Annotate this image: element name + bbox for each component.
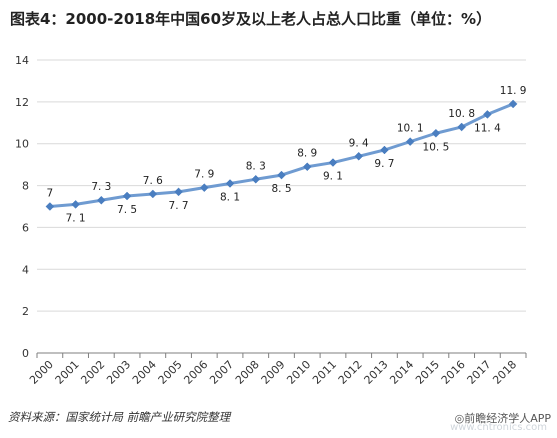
x-tick-label: 2009 — [259, 358, 288, 387]
data-point — [71, 200, 80, 209]
y-tick-label: 0 — [22, 347, 29, 360]
data-label: 11. 4 — [474, 122, 501, 134]
data-label: 9. 7 — [374, 158, 394, 170]
data-point — [380, 145, 389, 155]
data-point — [148, 189, 158, 199]
x-axis-ticks: 2000200120022003200420052006200720082009… — [27, 358, 519, 387]
data-label: 7. 1 — [66, 212, 86, 224]
data-label: 8. 9 — [297, 148, 317, 160]
data-point — [45, 202, 55, 211]
y-tick-label: 2 — [22, 305, 29, 318]
data-point — [277, 170, 286, 180]
y-tick-label: 8 — [22, 180, 29, 193]
x-tick-label: 2016 — [439, 358, 468, 387]
data-label: 7. 9 — [194, 169, 214, 181]
x-axis — [36, 352, 527, 358]
data-point — [354, 151, 364, 161]
x-tick-label: 2003 — [104, 358, 133, 387]
chart-title: 图表4：2000-2018年中国60岁及以上老人占总人口比重（单位：%） — [10, 10, 492, 28]
x-tick-label: 2011 — [310, 358, 339, 387]
data-label: 7. 5 — [117, 204, 137, 216]
data-label: 8. 1 — [220, 191, 240, 203]
x-tick-label: 2018 — [490, 358, 519, 387]
x-tick-label: 2017 — [465, 358, 494, 387]
data-point — [199, 183, 209, 193]
data-point — [431, 128, 441, 138]
data-point — [174, 187, 183, 197]
data-label: 7. 7 — [169, 200, 189, 212]
data-point — [302, 162, 312, 172]
data-label: 9. 1 — [323, 171, 343, 183]
data-point — [508, 99, 518, 109]
data-label: 7. 3 — [91, 181, 111, 193]
x-tick-label: 2006 — [181, 358, 210, 387]
x-tick-label: 2012 — [336, 358, 365, 387]
y-tick-label: 12 — [15, 96, 29, 109]
x-tick-label: 2002 — [78, 358, 107, 387]
data-point — [483, 110, 492, 119]
x-tick-label: 2015 — [413, 358, 442, 387]
brand-label: ◎前瞻经济学人APP — [454, 412, 551, 425]
y-tick-label: 14 — [15, 54, 29, 67]
source-note: 资料来源：国家统计局 前瞻产业研究院整理 — [8, 410, 231, 424]
x-tick-label: 2004 — [130, 358, 159, 387]
data-point — [251, 174, 261, 184]
data-series — [45, 99, 518, 211]
x-tick-label: 2005 — [156, 358, 185, 387]
x-tick-label: 2010 — [284, 358, 313, 387]
y-tick-label: 4 — [22, 263, 29, 276]
data-label: 9. 4 — [349, 137, 369, 149]
x-tick-label: 2008 — [233, 358, 262, 387]
data-point — [328, 158, 338, 167]
data-labels: 7 7. 1 7. 3 7. 5 7. 6 7. 7 7. 9 8. 1 8. 3 8. 5 8. … — [47, 85, 527, 224]
data-point — [122, 191, 132, 201]
x-tick-label: 2000 — [27, 358, 56, 387]
x-tick-label: 2013 — [362, 358, 391, 387]
y-axis-ticks: 0 2 4 6 8 10 12 14 — [15, 54, 29, 360]
gridlines — [37, 59, 526, 312]
data-label: 8. 3 — [246, 160, 266, 172]
data-label: 10. 8 — [448, 108, 475, 120]
data-point — [96, 195, 106, 205]
data-point — [405, 137, 415, 146]
watermark-text: www.cntronics.com — [450, 422, 547, 433]
data-label: 10. 5 — [423, 141, 450, 153]
y-tick-label: 6 — [22, 221, 29, 234]
x-tick-label: 2014 — [387, 358, 416, 387]
x-tick-label: 2007 — [207, 358, 236, 387]
data-point — [225, 179, 235, 188]
data-label: 7 — [47, 188, 54, 200]
data-label: 10. 1 — [397, 123, 424, 135]
data-label: 8. 5 — [271, 183, 291, 195]
data-point — [457, 122, 467, 132]
y-tick-label: 10 — [15, 138, 29, 151]
data-label: 7. 6 — [143, 175, 163, 187]
x-tick-label: 2001 — [53, 358, 82, 387]
data-label: 11. 9 — [500, 85, 527, 97]
